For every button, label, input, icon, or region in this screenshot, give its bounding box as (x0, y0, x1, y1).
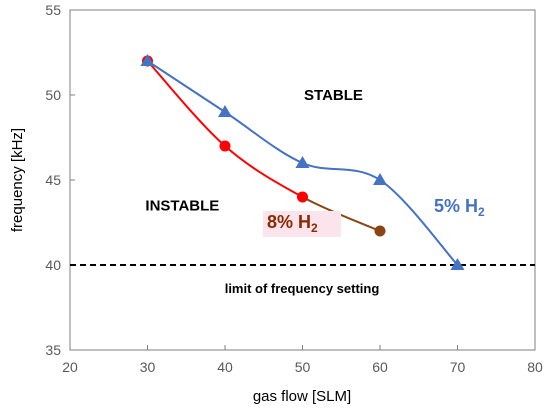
series-layer (140, 54, 465, 270)
y-tick-label: 45 (45, 172, 61, 188)
y-tick-label: 50 (45, 87, 61, 103)
x-tick-label: 20 (62, 359, 78, 375)
y-tick-label: 35 (45, 342, 61, 358)
x-tick-label: 80 (527, 359, 543, 375)
x-axis-title: gas flow [SLM] (253, 388, 351, 405)
series-5-point (373, 173, 387, 185)
label-layer: STABLE INSTABLE 5% H2 8% H2 (145, 87, 485, 237)
region-label: STABLE (304, 87, 363, 104)
x-tick-label: 50 (295, 359, 311, 375)
region-label: INSTABLE (145, 198, 219, 215)
reference-line-group: limit of frequency setting (70, 264, 535, 296)
series-5-point (218, 105, 232, 117)
series-5-point (140, 54, 155, 66)
series-label-highlight (263, 211, 341, 237)
series-label: 5% H2 (434, 196, 485, 219)
series-label: 8% H2 (267, 212, 318, 235)
x-tick-label: 30 (140, 359, 156, 375)
series-5-point (295, 156, 310, 168)
series-5-point (450, 258, 465, 270)
series-8-point (374, 225, 386, 237)
x-tick-label: 40 (217, 359, 233, 375)
series-8-point (219, 140, 231, 152)
x-tick-label: 70 (450, 359, 466, 375)
y-axis-title: frequency [kHz] (9, 128, 26, 232)
x-tick-label: 60 (372, 359, 388, 375)
y-tick-label: 40 (45, 257, 61, 273)
series-8-line-segment (224, 145, 303, 198)
axis-ticks: 20 30 40 50 60 70 80 35 40 45 50 55 (45, 2, 543, 375)
reference-line-label: limit of frequency setting (225, 281, 380, 296)
plot-frame (69, 9, 536, 351)
series-8-point (297, 191, 308, 203)
series-8-line-segment (146, 60, 226, 147)
y-tick-label: 55 (45, 2, 61, 18)
